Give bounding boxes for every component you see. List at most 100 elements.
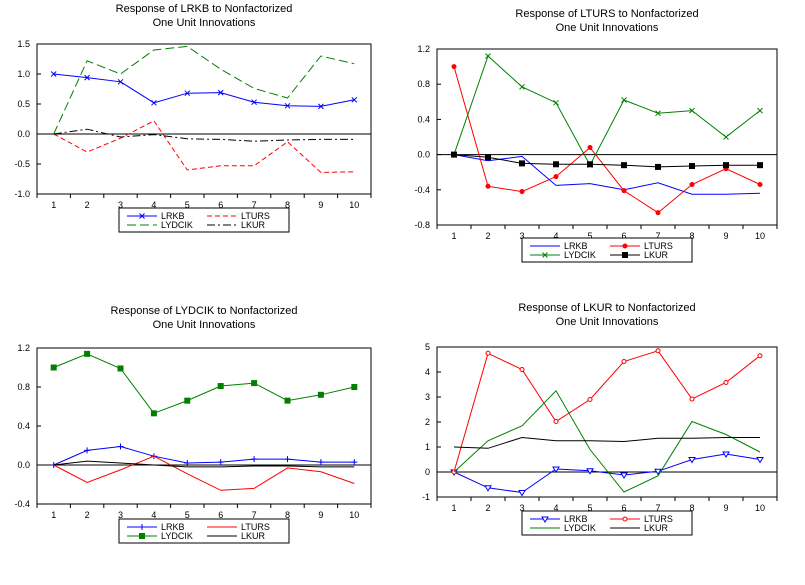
chart-panel-lydcik: Response of LYDCIK to Nonfactorized One U… xyxy=(0,292,402,584)
x-tick-label: 10 xyxy=(349,200,359,210)
y-tick-label: 0.5 xyxy=(17,99,30,109)
y-tick-label: 1.5 xyxy=(17,39,30,49)
series-lrkb xyxy=(453,154,761,195)
y-tick-label: 0.8 xyxy=(417,79,430,89)
data-point-lrkb xyxy=(217,459,224,466)
data-point-lrkb xyxy=(552,466,560,473)
series-lkur xyxy=(53,460,355,468)
data-point-lrkb xyxy=(84,74,90,81)
chart-panel-lturs: Response of LTURS to Nonfactorized One Un… xyxy=(402,0,804,292)
data-point-lturs xyxy=(553,419,559,424)
x-tick-label: 6 xyxy=(621,231,626,241)
legend-label-lrkb: LRKB xyxy=(564,514,588,524)
chart-title-line: One Unit Innovations xyxy=(556,316,659,328)
data-point-lydcik xyxy=(757,107,763,114)
data-point-lturs xyxy=(587,145,593,151)
data-point-lydcik xyxy=(553,99,559,106)
x-tick-label: 8 xyxy=(285,200,290,210)
series-lydcik xyxy=(50,350,358,417)
legend-marker-lturs xyxy=(622,516,628,522)
series-line-lturs xyxy=(53,120,355,173)
data-point-lrkb xyxy=(184,90,191,97)
data-point-lydcik xyxy=(50,364,57,371)
series-lrkb xyxy=(50,443,358,468)
x-tick-label: 10 xyxy=(349,510,359,520)
data-point-lydcik xyxy=(284,397,291,404)
chart-lydcik: Response of LYDCIK to Nonfactorized One U… xyxy=(14,305,372,544)
data-point-lrkb xyxy=(317,459,324,466)
y-tick-label: -0.4 xyxy=(14,499,30,509)
legend-box xyxy=(118,518,290,544)
series-line-lrkb xyxy=(453,453,761,494)
y-tick-label: 5 xyxy=(425,342,430,352)
x-tick-label: 1 xyxy=(51,510,56,520)
data-point-lrkb xyxy=(688,457,696,464)
series-lrkb xyxy=(50,71,358,110)
legend-label-lturs: LTURS xyxy=(644,241,673,251)
legend-label-lturs: LTURS xyxy=(241,522,270,532)
data-point-lturs xyxy=(757,182,763,188)
legend-marker-lrkb xyxy=(139,213,145,219)
data-point-lrkb xyxy=(84,447,91,454)
legend-label-lydcik: LYDCIK xyxy=(564,250,596,260)
x-tick-label: 9 xyxy=(723,231,728,241)
data-point-lrkb xyxy=(284,456,291,463)
legend-label-lkur: LKUR xyxy=(241,531,266,541)
x-tick-label: 2 xyxy=(85,200,90,210)
x-tick-label: 1 xyxy=(451,231,456,241)
legend: LRKB LTURS LYDCIK LKUR xyxy=(521,510,693,536)
data-point-lturs xyxy=(655,210,661,216)
series-line-lrkb xyxy=(53,445,355,466)
legend-box xyxy=(118,207,290,233)
x-tick-label: 2 xyxy=(485,503,490,513)
data-point-lturs xyxy=(519,189,525,195)
x-tick-label: 1 xyxy=(51,200,56,210)
chart-title-line: Response of LYDCIK to Nonfactorized xyxy=(111,305,298,317)
legend-label-lkur: LKUR xyxy=(644,523,669,533)
data-point-lturs xyxy=(587,397,593,402)
data-point-lrkb xyxy=(351,96,358,103)
data-point-lydcik xyxy=(184,397,191,404)
data-point-lydcik xyxy=(655,110,661,117)
data-point-lkur xyxy=(587,161,593,168)
data-point-lturs xyxy=(621,359,627,364)
y-tick-label: 1 xyxy=(425,442,430,452)
legend-marker-lrkb xyxy=(541,516,549,523)
series-lturs xyxy=(451,348,763,475)
data-point-lydcik xyxy=(317,391,324,398)
x-tick-label: 8 xyxy=(285,510,290,520)
data-point-lydcik xyxy=(485,53,491,59)
plot-frame xyxy=(36,43,372,195)
data-point-lrkb xyxy=(117,443,124,450)
data-point-lkur xyxy=(621,162,627,169)
series-lkur xyxy=(453,436,760,449)
data-point-lturs xyxy=(621,188,627,194)
chart-panel-lrkb: Response of LRKB to Nonfactorized One Uni… xyxy=(0,0,402,292)
series-line-lydcik xyxy=(453,55,761,167)
legend-label-lrkb: LRKB xyxy=(564,241,588,251)
data-point-lturs xyxy=(757,353,763,359)
plot-frame xyxy=(36,347,372,505)
data-point-lydcik xyxy=(217,383,224,390)
x-tick-label: 5 xyxy=(185,510,190,520)
data-point-lrkb xyxy=(284,102,291,109)
y-tick-label: 0.8 xyxy=(17,382,30,392)
x-tick-label: 3 xyxy=(118,200,123,210)
data-point-lkur xyxy=(519,160,525,167)
series-line-lydcik xyxy=(453,389,761,493)
data-point-lturs xyxy=(485,350,491,356)
data-point-lydcik xyxy=(84,350,91,357)
data-point-lydcik xyxy=(251,380,258,387)
y-tick-label: 3 xyxy=(425,392,430,402)
legend-label-lturs: LTURS xyxy=(644,514,673,524)
x-tick-label: 6 xyxy=(218,510,223,520)
x-tick-label: 9 xyxy=(318,200,323,210)
series-line-lkur xyxy=(453,154,760,168)
x-tick-label: 2 xyxy=(85,510,90,520)
data-point-lydcik xyxy=(519,83,525,90)
series-lkur xyxy=(53,128,355,142)
y-tick-label: -1.0 xyxy=(14,189,30,199)
series-line-lrkb xyxy=(453,154,761,195)
series-line-lydcik xyxy=(53,45,355,135)
data-point-lkur xyxy=(689,163,695,170)
